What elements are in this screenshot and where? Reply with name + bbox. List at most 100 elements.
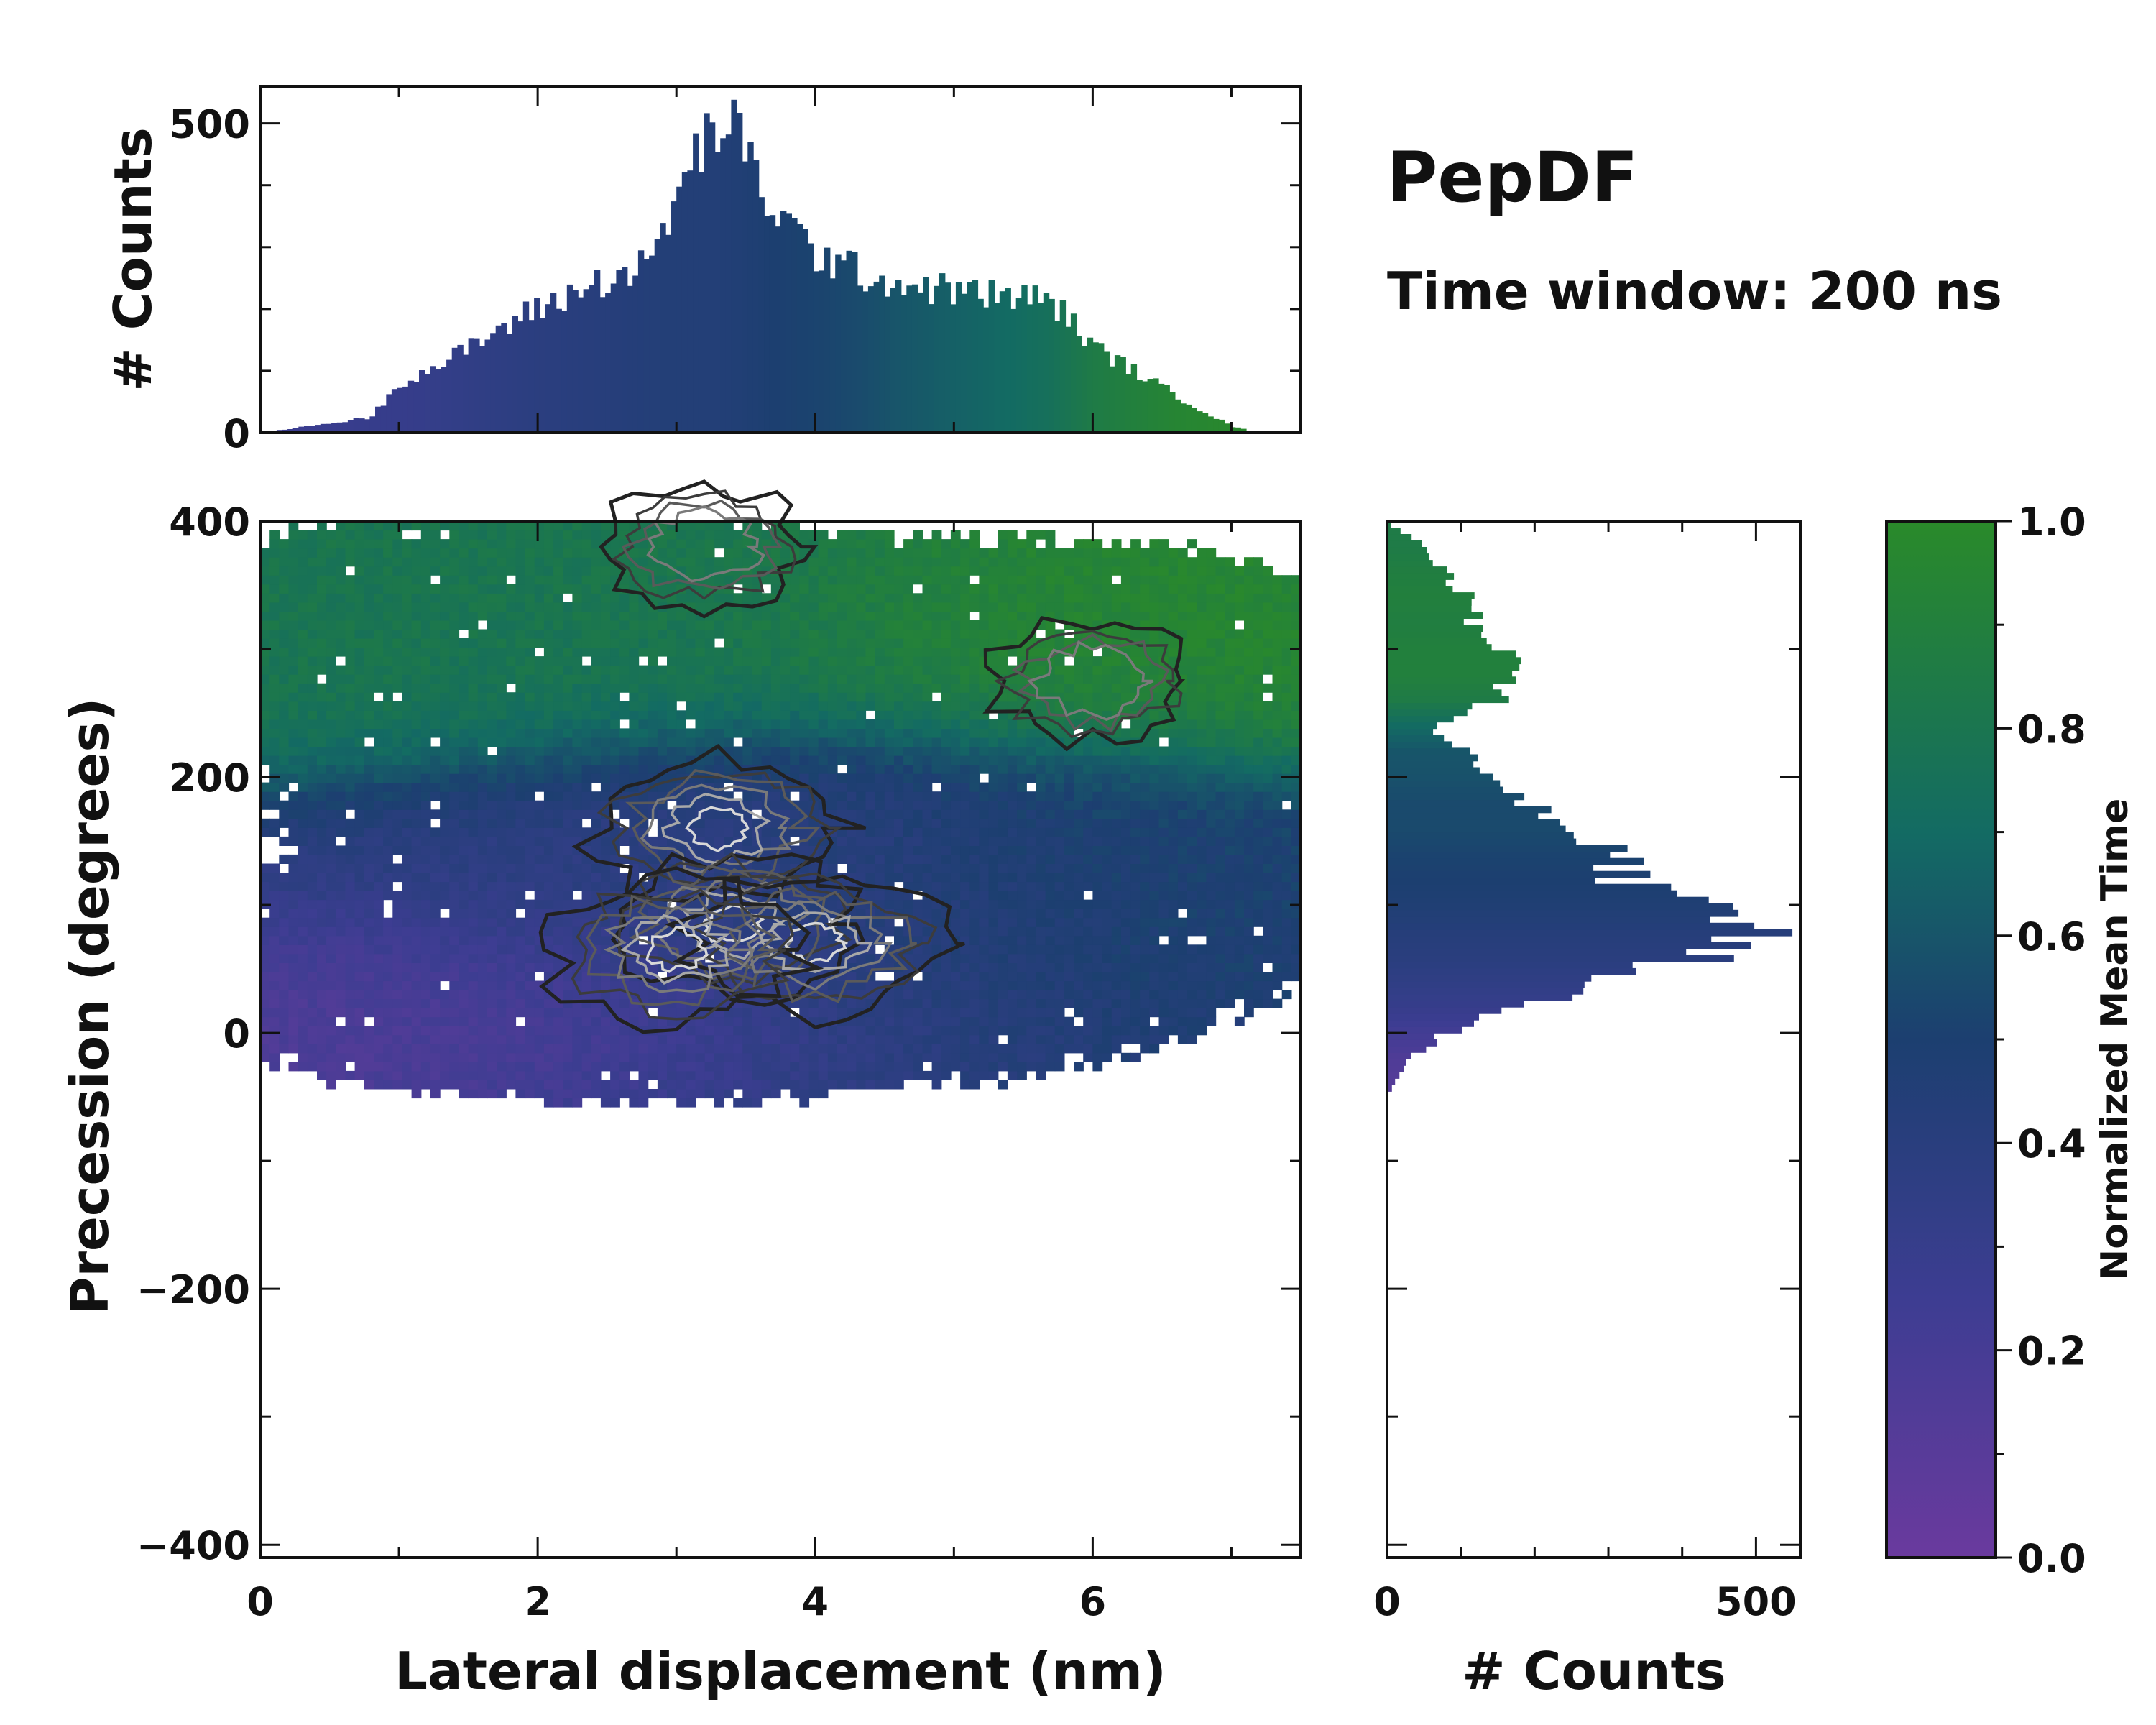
heatmap-cell <box>298 710 308 720</box>
heatmap-cell <box>1026 737 1037 747</box>
heatmap-cell <box>336 854 346 864</box>
heatmap-cell <box>449 998 460 1008</box>
heatmap-cell <box>534 683 545 693</box>
heatmap-cell <box>1111 845 1122 855</box>
heatmap-cell <box>1234 728 1245 738</box>
heatmap-cell <box>477 782 488 792</box>
heatmap-cell <box>1026 917 1037 927</box>
heatmap-cell <box>1234 980 1245 990</box>
heatmap-cell <box>553 899 563 909</box>
heatmap-cell <box>922 755 933 765</box>
heatmap-cell <box>799 674 810 684</box>
heatmap-cell <box>790 728 800 738</box>
heatmap-cell <box>345 791 356 801</box>
heatmap-cell <box>903 719 913 729</box>
heatmap-cell <box>1102 962 1112 972</box>
heatmap-cell <box>402 755 413 765</box>
top-histogram-bar <box>1224 423 1230 433</box>
heatmap-cell <box>969 972 980 982</box>
heatmap-cell <box>988 854 999 864</box>
heatmap-cell <box>336 944 346 954</box>
heatmap-cell <box>1234 926 1245 937</box>
heatmap-cell <box>1168 962 1179 972</box>
heatmap-cell <box>534 1034 545 1044</box>
heatmap-cell <box>856 953 867 963</box>
heatmap-cell <box>563 692 573 702</box>
heatmap-cell <box>553 881 563 891</box>
heatmap-cell <box>856 746 867 756</box>
top-histogram-bar <box>1197 411 1203 433</box>
heatmap-cell <box>695 818 706 828</box>
heatmap-cell <box>1149 1044 1160 1054</box>
heatmap-cell <box>392 998 403 1008</box>
heatmap-cell <box>383 746 393 756</box>
heatmap-cell <box>497 827 507 837</box>
heatmap-cell <box>808 683 819 693</box>
heatmap-cell <box>553 926 563 937</box>
heatmap-cell <box>336 728 346 738</box>
heatmap-cell <box>875 1080 885 1090</box>
heatmap-cell <box>317 1062 327 1072</box>
top-histogram-bar <box>1026 304 1033 433</box>
heatmap-cell <box>1140 782 1150 792</box>
heatmap-cell <box>657 881 668 891</box>
heatmap-cell <box>279 891 290 901</box>
heatmap-cell <box>563 863 573 873</box>
heatmap-cell <box>1158 917 1169 927</box>
heatmap-cell <box>1036 782 1046 792</box>
heatmap-cell <box>506 755 517 765</box>
heatmap-cell <box>449 881 460 891</box>
heatmap-cell <box>1225 917 1235 927</box>
heatmap-cell <box>1140 908 1150 919</box>
heatmap-cell <box>1130 701 1141 711</box>
heatmap-cell <box>440 917 450 927</box>
heatmap-cell <box>1158 710 1169 720</box>
heatmap-cell <box>374 1034 384 1044</box>
heatmap-cell <box>298 737 308 747</box>
heatmap-cell <box>354 863 365 873</box>
heatmap-cell <box>884 800 895 810</box>
heatmap-cell <box>515 972 526 982</box>
heatmap-cell <box>572 1052 583 1062</box>
heatmap-cell <box>420 891 431 901</box>
heatmap-cell <box>317 728 327 738</box>
heatmap-cell <box>383 791 393 801</box>
heatmap-cell <box>714 1034 724 1044</box>
heatmap-cell <box>1007 773 1018 783</box>
heatmap-cell <box>837 719 847 729</box>
heatmap-cell <box>610 701 620 711</box>
heatmap-cell <box>1187 980 1197 990</box>
heatmap-cell <box>468 683 479 693</box>
heatmap-cell <box>686 1098 696 1108</box>
heatmap-cell <box>1007 972 1018 982</box>
heatmap-cell <box>1017 773 1027 783</box>
heatmap-cell <box>1026 827 1037 837</box>
top-histogram-bar <box>698 172 705 433</box>
heatmap-cell <box>487 1089 497 1099</box>
heatmap-cell <box>543 827 554 837</box>
heatmap-cell <box>894 1080 904 1090</box>
heatmap-cell <box>1074 764 1084 774</box>
heatmap-cell <box>1149 755 1160 765</box>
heatmap-cell <box>1140 836 1150 846</box>
heatmap-cell <box>1017 1062 1027 1072</box>
heatmap-cell <box>1130 809 1141 819</box>
heatmap-cell <box>279 728 290 738</box>
heatmap-cell <box>1215 953 1226 963</box>
heatmap-cell <box>317 854 327 864</box>
heatmap-cell <box>903 1070 913 1080</box>
heatmap-cell <box>354 935 365 945</box>
heatmap-cell <box>288 701 299 711</box>
heatmap-cell <box>392 836 403 846</box>
heatmap-cell <box>317 917 327 927</box>
heatmap-cell <box>1120 1026 1131 1036</box>
heatmap-cell <box>752 791 763 801</box>
heatmap-cell <box>260 998 270 1008</box>
heatmap-cell <box>440 1026 450 1036</box>
heatmap-cell <box>1026 755 1037 765</box>
heatmap-cell <box>506 701 517 711</box>
heatmap-cell <box>969 990 980 1000</box>
heatmap-cell <box>790 1044 800 1054</box>
heatmap-cell <box>1149 728 1160 738</box>
heatmap-cell <box>1206 800 1217 810</box>
